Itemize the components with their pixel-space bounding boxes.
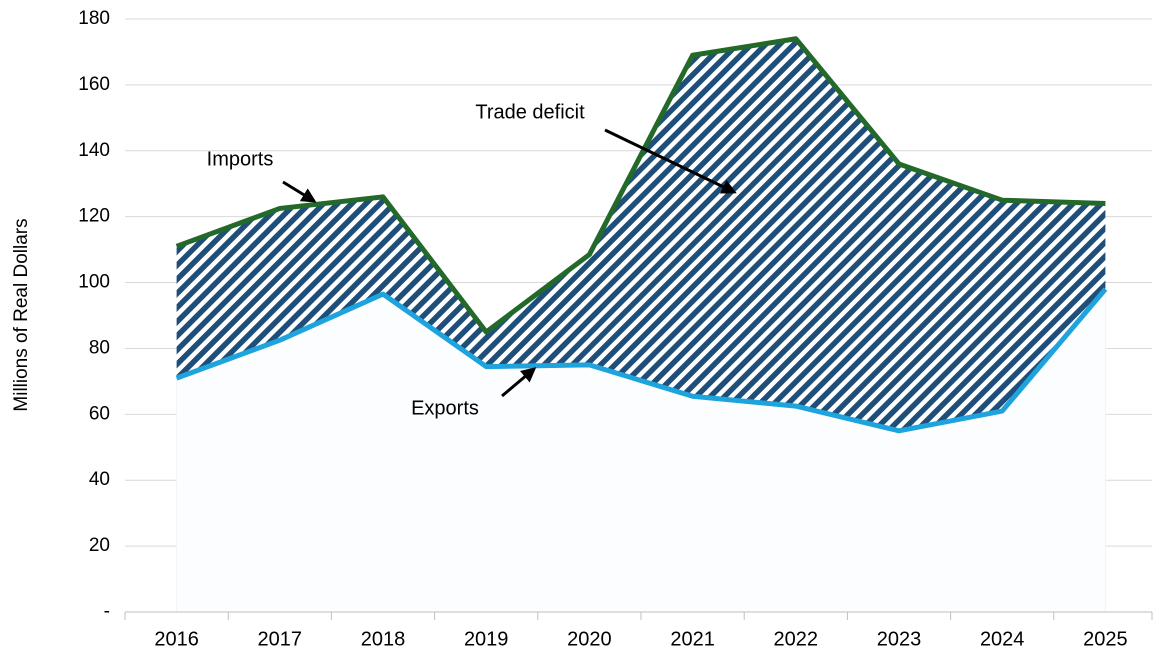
x-tick-label: 2024 — [980, 628, 1025, 650]
x-tick-label: 2020 — [567, 628, 612, 650]
x-tick-label: 2016 — [154, 628, 199, 650]
annotation-arrow — [282, 180, 317, 203]
y-tick-label: 40 — [89, 469, 110, 490]
y-axis-label: Millions of Real Dollars — [11, 218, 32, 411]
annotation: Trade deficit — [475, 101, 585, 123]
y-tick-label: - — [104, 601, 110, 622]
x-tick-label: 2019 — [464, 628, 509, 650]
y-tick-label: 140 — [78, 140, 110, 161]
y-tick-label: 20 — [89, 535, 110, 556]
x-tick-label: 2022 — [774, 628, 819, 650]
x-tick-label: 2018 — [361, 628, 406, 650]
annotation: Imports — [207, 148, 274, 170]
y-tick-label: 180 — [78, 8, 110, 29]
x-tick-label: 2025 — [1083, 628, 1128, 650]
trade-deficit-area — [176, 38, 1106, 431]
x-tick-label: 2017 — [258, 628, 303, 650]
series-line — [175, 36, 1106, 335]
x-tick-label: 2021 — [670, 628, 715, 650]
y-tick-label: 60 — [89, 403, 110, 424]
annotation-arrow — [501, 367, 537, 398]
annotation-arrow — [604, 128, 737, 194]
y-tick-label: 80 — [89, 337, 110, 358]
series-line — [175, 287, 1108, 434]
y-tick-label: 100 — [78, 272, 110, 293]
x-tick-label: 2023 — [877, 628, 922, 650]
annotation: Exports — [411, 397, 479, 419]
y-tick-label: 120 — [78, 206, 110, 227]
y-tick-label: 160 — [78, 74, 110, 95]
